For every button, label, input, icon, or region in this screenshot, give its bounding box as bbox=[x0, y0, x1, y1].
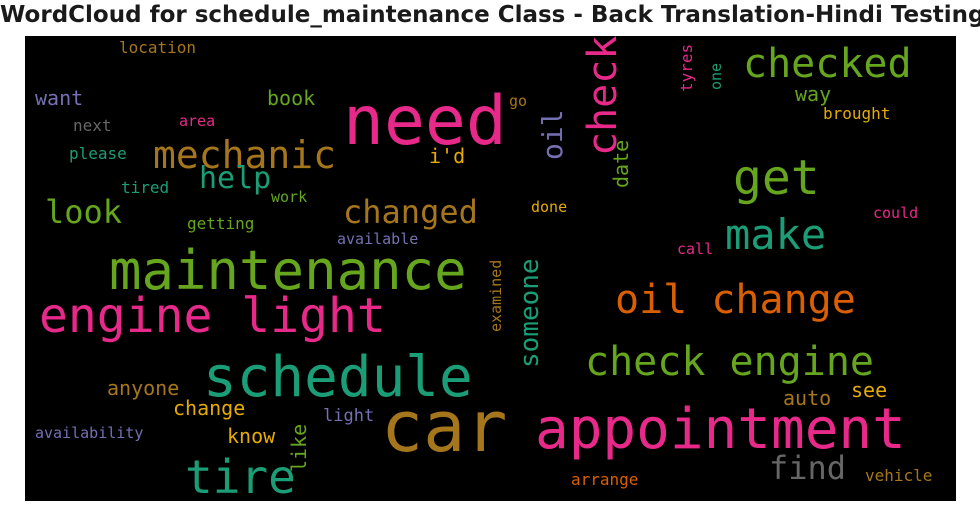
word-availability: availability bbox=[35, 424, 144, 442]
word-mechanic: mechanic bbox=[153, 133, 337, 177]
word-someone: someone bbox=[515, 258, 545, 368]
word-car: car bbox=[381, 386, 508, 468]
word-tire: tire bbox=[185, 450, 296, 501]
word-arrange: arrange bbox=[571, 470, 639, 489]
word-like: like bbox=[287, 423, 311, 472]
word-call: call bbox=[677, 240, 714, 258]
wordcloud-canvas: need car appointment schedule maintenance eng… bbox=[25, 36, 956, 501]
word-appointment: appointment bbox=[535, 397, 906, 462]
word-check-engine: check engine bbox=[585, 339, 874, 385]
word-oil: oil bbox=[536, 109, 569, 160]
word-need: need bbox=[343, 82, 507, 161]
word-work: work bbox=[271, 188, 308, 206]
word-checked: checked bbox=[743, 41, 912, 87]
word-i-d: i'd bbox=[429, 144, 466, 168]
word-anyone: anyone bbox=[107, 376, 180, 400]
word-look: look bbox=[45, 193, 123, 231]
word-make: make bbox=[725, 210, 827, 259]
word-schedule: schedule bbox=[203, 345, 473, 410]
word-engine-light: engine light bbox=[39, 288, 386, 344]
word-help: help bbox=[199, 161, 272, 196]
word-see: see bbox=[851, 378, 888, 402]
word-vehicle: vehicle bbox=[865, 466, 933, 485]
word-way: way bbox=[795, 82, 832, 106]
word-know: know bbox=[227, 424, 276, 448]
word-next: next bbox=[73, 116, 112, 135]
word-light: light bbox=[323, 406, 375, 426]
word-tired: tired bbox=[121, 178, 170, 197]
word-could: could bbox=[873, 204, 919, 222]
word-find: find bbox=[769, 449, 847, 487]
word-book: book bbox=[267, 86, 316, 110]
word-examined: examined bbox=[487, 259, 505, 332]
word-brought: brought bbox=[823, 104, 891, 123]
word-changed: changed bbox=[343, 193, 478, 231]
word-date: date bbox=[609, 139, 633, 188]
word-auto: auto bbox=[783, 386, 832, 410]
word-check: check bbox=[580, 36, 626, 156]
word-maintenance: maintenance bbox=[109, 239, 467, 302]
word-one: one bbox=[707, 62, 725, 90]
chart-title: WordCloud for schedule_maintenance Class… bbox=[0, 2, 980, 28]
word-location: location bbox=[119, 38, 197, 57]
word-get: get bbox=[733, 150, 820, 206]
word-oil-change: oil change bbox=[615, 277, 856, 323]
word-done: done bbox=[531, 198, 568, 216]
word-go: go bbox=[509, 92, 528, 110]
word-tyres: tyres bbox=[677, 43, 696, 92]
word-getting: getting bbox=[187, 214, 255, 233]
word-please: please bbox=[69, 144, 127, 163]
word-available: available bbox=[337, 230, 419, 248]
word-want: want bbox=[35, 86, 84, 110]
word-change: change bbox=[173, 396, 246, 420]
word-area: area bbox=[179, 112, 216, 130]
